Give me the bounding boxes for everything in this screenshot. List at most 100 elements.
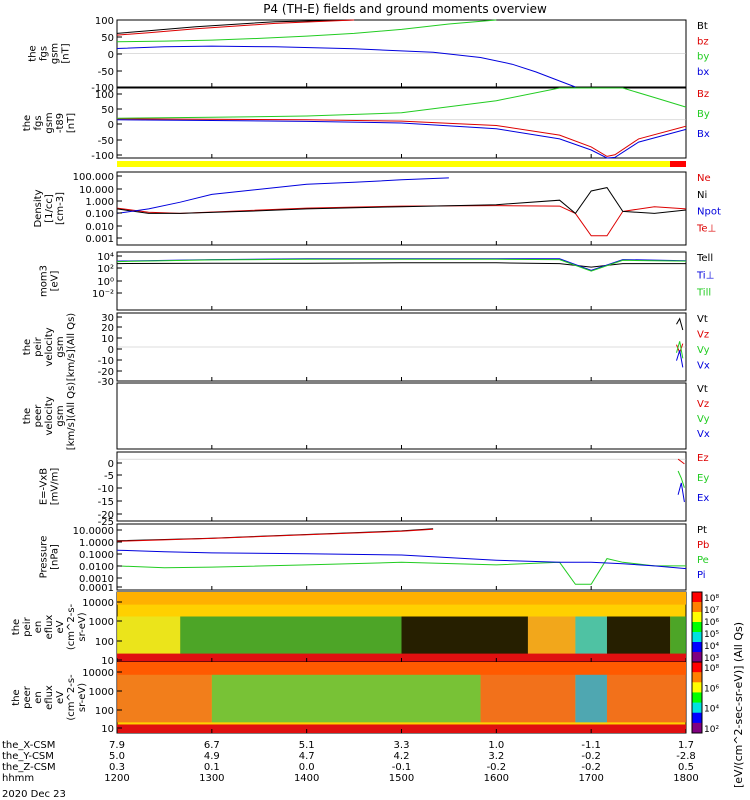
legend-Ez: Ez <box>697 453 709 464</box>
y-axis-label: [1/cc] <box>44 194 55 223</box>
panel-peer_velocity: Vt Vz Vy Vx the peer velocity gsm [km/s](All Qs) <box>22 382 710 450</box>
series-Pb-line <box>116 528 434 542</box>
spectrogram-block <box>211 672 481 723</box>
colorbar-tick-label: 10³ <box>704 654 719 664</box>
series-Pi-line <box>116 549 687 570</box>
y-axis-label: the <box>22 115 33 131</box>
ephemeris-value: 4.7 <box>299 751 315 762</box>
legend-Bz: Bz <box>697 89 709 100</box>
y-tick-label: 10000 <box>82 668 114 679</box>
ephemeris-value: -2.8 <box>676 751 696 762</box>
y-axis-label: the <box>22 408 33 424</box>
series-Ni-line <box>116 187 687 215</box>
ephemeris-value: 0.0 <box>299 762 315 773</box>
date-label: 2020 Dec 23 <box>2 789 66 800</box>
y-tick-label: 0 <box>108 345 114 356</box>
y-tick-label: 1.000 <box>85 197 114 208</box>
ephemeris-footer: 2020 Dec 23 the_X-CSMthe_Y-CSMthe_Z-CSMh… <box>2 740 699 800</box>
panel-frame <box>116 171 687 246</box>
legend-by: by <box>697 52 709 63</box>
y-axis-label: the <box>28 45 39 61</box>
y-tick-label: 1000 <box>89 617 114 628</box>
y-axis-label: sr-eV) <box>77 683 88 712</box>
y-tick-label: 10 <box>101 334 114 345</box>
y-axis-label: velocity <box>44 327 55 366</box>
legend-Ey: Ey <box>697 473 709 484</box>
y-axis-label: peir <box>33 336 44 356</box>
y-tick-label: 100 <box>95 16 114 27</box>
ephemeris-value: -0.1 <box>392 762 412 773</box>
y-tick-label: 0.0010 <box>79 574 114 585</box>
time-tick-label: 1300 <box>199 773 224 784</box>
colorbar-segment <box>692 642 702 653</box>
y-tick-label: 10 <box>101 724 114 735</box>
y-axis-label: Density <box>33 189 44 227</box>
series-Bt-line <box>116 19 355 34</box>
spectrogram-block <box>180 616 402 659</box>
ephemeris-row-label: the_Z-CSM <box>2 762 56 773</box>
spectrogram-block <box>401 616 528 659</box>
series-Bz-line <box>116 118 687 157</box>
series-bx-line <box>116 45 576 88</box>
colorbar-tick-label: 10⁸ <box>704 664 719 674</box>
y-axis-label: eV <box>55 620 66 633</box>
colorbar-tick-label: 10⁶ <box>704 618 719 628</box>
y-axis-label: gsm <box>55 405 66 426</box>
panel-peer_spectrogram: 10⁸ 10⁶ 10⁴ 10² 10000 1000 100 10 the peer en eflux… <box>11 661 719 735</box>
y-axis-label: fgs <box>33 115 44 130</box>
y-axis-label: [km/s](All Qs) <box>66 313 77 381</box>
ephemeris-row-label: hhmm <box>2 773 34 784</box>
y-tick-label: 10⁰ <box>97 277 114 288</box>
spectrogram-block <box>117 672 212 723</box>
y-axis-label: the <box>11 619 22 635</box>
colorbar-tick-label: 10² <box>704 725 719 735</box>
time-tick-label: 1500 <box>389 773 414 784</box>
colorbar-segment <box>692 632 702 643</box>
y-axis-label: [cm-3] <box>55 192 66 225</box>
ephemeris-value: -0.2 <box>581 762 601 773</box>
legend-Npot: Npot <box>697 207 721 218</box>
series-Vt-line <box>676 317 684 331</box>
y-axis-label: en <box>33 621 44 634</box>
y-tick-label: -5 <box>104 471 114 482</box>
panel-efield: Ez Ey Ex 0-5 -10 -15 -20-25 E=-VxB [mV/m] <box>39 451 709 528</box>
colorbar-segment <box>692 622 702 633</box>
status-bar-fill <box>117 161 686 167</box>
y-axis-label: [mV/m] <box>50 468 61 506</box>
y-axis-label: peir <box>22 616 33 636</box>
ephemeris-value: 4.9 <box>204 751 220 762</box>
y-axis-label: gsm <box>55 336 66 357</box>
y-axis-label: [nT] <box>66 113 77 133</box>
y-axis-label: [nT] <box>61 43 72 63</box>
panel-frame <box>116 251 687 311</box>
colorbar-segment <box>692 612 702 623</box>
y-axis-label: Pressure <box>39 536 50 579</box>
ephemeris-value: 6.7 <box>204 740 220 751</box>
panel-fgs: Bt bz by bx 100 50 0 -50 -100 the fgs gsm [nT] <box>28 16 710 94</box>
legend-Vx: Vx <box>697 361 710 372</box>
spectrogram-block <box>480 672 576 723</box>
ephemeris-value: 3.3 <box>394 740 410 751</box>
y-tick-label: 0.0001 <box>79 583 114 594</box>
colorbar-segment <box>692 592 702 603</box>
colorbar-segment <box>692 672 702 683</box>
y-tick-label: 10.0000 <box>73 526 114 537</box>
spectrogram-block <box>575 616 607 659</box>
ephemeris-value: 7.9 <box>109 740 125 751</box>
figure-title: P4 (TH-E) fields and ground moments over… <box>263 2 547 16</box>
series-Vx-line <box>676 350 684 368</box>
legend-Vy: Vy <box>697 345 710 356</box>
ephemeris-value: 1.0 <box>488 740 504 751</box>
colorbar-segment <box>692 722 702 734</box>
colorbar-tick-label: 10⁷ <box>704 606 719 616</box>
colorbar-frame <box>691 661 703 734</box>
y-tick-label: 0.0100 <box>79 562 114 573</box>
series-Ez-line <box>677 458 685 465</box>
y-tick-label: 1.0000 <box>79 538 114 549</box>
y-axis-label: peer <box>22 685 33 709</box>
spectrogram-block <box>670 616 686 659</box>
colorbar-tick-label: 10⁴ <box>704 642 719 652</box>
y-tick-label: 10⁴ <box>97 252 114 263</box>
time-tick-label: 1200 <box>104 773 129 784</box>
